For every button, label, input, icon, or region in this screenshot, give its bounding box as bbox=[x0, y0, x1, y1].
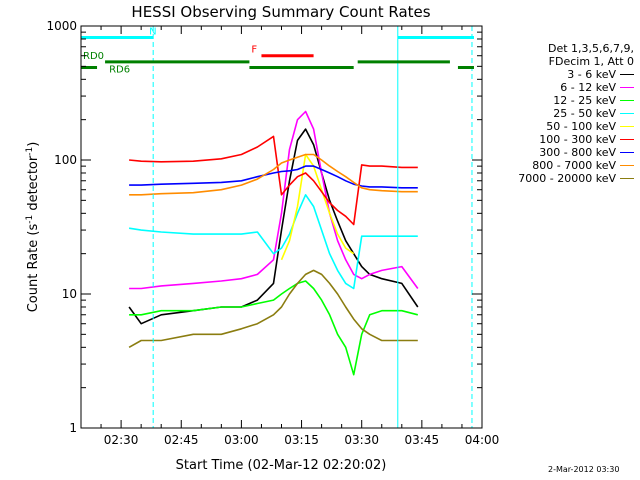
chart-title: HESSI Observing Summary Count Rates bbox=[131, 3, 430, 21]
y-axis-label-end: ) bbox=[26, 142, 41, 147]
x-tick-label: 03:30 bbox=[344, 433, 379, 447]
series-line bbox=[129, 280, 418, 376]
series-line bbox=[129, 153, 418, 196]
legend-entry-label: 6 - 12 keV bbox=[560, 81, 616, 94]
y-axis-label-sup1: -1 bbox=[25, 215, 35, 224]
annotation-label: RD6 bbox=[109, 65, 130, 76]
legend-header-line-2: FDecim 1, Att 0 bbox=[548, 55, 634, 68]
legend-swatch bbox=[620, 151, 634, 154]
legend-entry: 7000 - 20000 keV bbox=[494, 172, 634, 185]
legend-entry: 12 - 25 keV bbox=[494, 94, 634, 107]
legend-entry: 25 - 50 keV bbox=[494, 107, 634, 120]
y-tick-label: 100 bbox=[54, 153, 77, 167]
legend-swatch bbox=[620, 125, 634, 128]
annotation-label: N bbox=[149, 27, 156, 38]
series-line bbox=[129, 135, 418, 226]
legend-entry-label: 300 - 800 keV bbox=[539, 146, 616, 159]
legend-swatch bbox=[620, 99, 634, 102]
x-tick-label: 03:00 bbox=[224, 433, 259, 447]
y-tick-label: 10 bbox=[62, 287, 77, 301]
series-line bbox=[129, 110, 419, 290]
legend: Det 1,3,5,6,7,9, FDecim 1, Att 0 3 - 6 k… bbox=[494, 42, 634, 185]
legend-rows: 3 - 6 keV 6 - 12 keV 12 - 25 keV 25 - 50 ke… bbox=[494, 68, 634, 185]
x-tick-label: 03:45 bbox=[405, 433, 440, 447]
x-tick-label: 03:15 bbox=[284, 433, 319, 447]
legend-entry-label: 12 - 25 keV bbox=[553, 94, 616, 107]
legend-entry-label: 50 - 100 keV bbox=[546, 120, 616, 133]
legend-entry: 6 - 12 keV bbox=[494, 81, 634, 94]
y-axis-label: Count Rate (s-1 detector-1) bbox=[25, 142, 41, 313]
legend-entry-label: 3 - 6 keV bbox=[567, 68, 616, 81]
y-axis-label-main: Count Rate (s bbox=[26, 224, 41, 313]
x-axis-label: Start Time (02-Mar-12 02:20:02) bbox=[176, 458, 387, 473]
footer-timestamp: 2-Mar-2012 03:30 bbox=[548, 465, 620, 474]
x-tick-label: 02:45 bbox=[164, 433, 199, 447]
x-tick-label: 04:00 bbox=[465, 433, 500, 447]
legend-entry: 3 - 6 keV bbox=[494, 68, 634, 81]
legend-swatch bbox=[620, 112, 634, 115]
y-axis-label-mid: detector bbox=[26, 155, 41, 215]
legend-swatch bbox=[620, 138, 634, 141]
legend-header-line-1: Det 1,3,5,6,7,9, bbox=[547, 42, 634, 55]
legend-swatch bbox=[620, 86, 634, 89]
legend-entry-label: 7000 - 20000 keV bbox=[518, 172, 616, 185]
legend-entry: 300 - 800 keV bbox=[494, 146, 634, 159]
annotation-label: F bbox=[251, 45, 257, 56]
legend-entry: 800 - 7000 keV bbox=[494, 159, 634, 172]
series-line bbox=[128, 269, 418, 348]
legend-entry-label: 25 - 50 keV bbox=[553, 107, 616, 120]
legend-swatch bbox=[620, 177, 634, 180]
legend-entry-label: 100 - 300 keV bbox=[539, 133, 616, 146]
axis-layer: 1 10 100 1000 02:30 02:45 03:00 03:15 03:30 03:45… bbox=[46, 19, 499, 447]
y-tick-label: 1 bbox=[69, 421, 77, 435]
y-tick-label: 1000 bbox=[46, 19, 77, 33]
x-tick-label: 02:30 bbox=[104, 433, 139, 447]
series-layer bbox=[128, 110, 419, 376]
legend-swatch bbox=[620, 164, 634, 167]
y-axis-label-sup2: -1 bbox=[25, 147, 35, 156]
legend-entry: 50 - 100 keV bbox=[494, 120, 634, 133]
series-line bbox=[129, 165, 418, 189]
legend-entry-label: 800 - 7000 keV bbox=[532, 159, 616, 172]
legend-swatch bbox=[620, 73, 634, 76]
series-line bbox=[128, 194, 418, 290]
annotation-label: RD0 bbox=[83, 51, 104, 62]
legend-entry: 100 - 300 keV bbox=[494, 133, 634, 146]
series-line bbox=[280, 153, 355, 261]
